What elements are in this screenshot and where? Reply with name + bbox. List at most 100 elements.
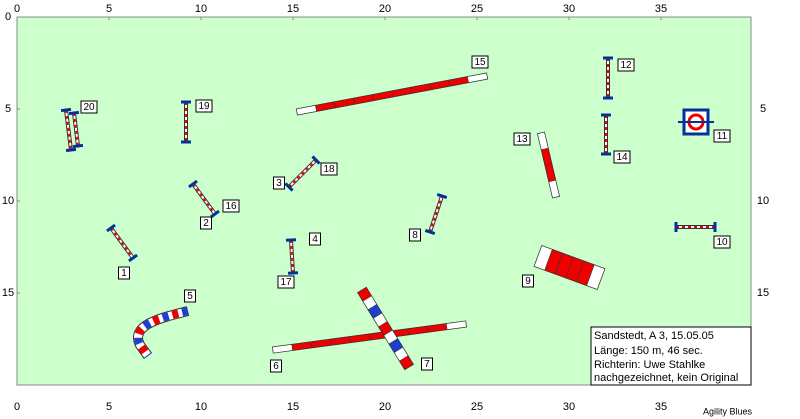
obstacle-number: 14 (616, 152, 628, 163)
jump-wing (188, 179, 198, 189)
x-tick-label: 15 (287, 3, 299, 15)
jump-wing (424, 228, 436, 236)
label-box (80, 100, 98, 114)
plank (357, 286, 414, 371)
jump-wing (60, 107, 72, 113)
plank-segment (548, 179, 560, 199)
footer: Agility Blues (703, 406, 753, 416)
y-tick-label: 5 (5, 103, 11, 115)
y-tick-label: 15 (2, 287, 14, 299)
jump-bar (110, 227, 134, 259)
label-box (713, 235, 731, 249)
obstacle-number: 16 (225, 201, 237, 212)
jump-wing (128, 253, 138, 263)
label-box (118, 266, 130, 280)
label-box (522, 274, 534, 288)
x-tick-label: 10 (195, 401, 207, 413)
label-box (613, 150, 631, 164)
jump-bar (65, 109, 72, 151)
obstacle-number: 8 (412, 230, 418, 241)
y-tick-label: 15 (757, 287, 769, 299)
info-line: Länge: 150 m, 46 sec. (594, 345, 703, 357)
label-box (222, 199, 240, 213)
info-line: Richterin: Uwe Stahlke (594, 359, 705, 371)
jump-bar (192, 183, 216, 215)
x-tick-label: 5 (106, 3, 112, 15)
obstacle-number: 2 (203, 218, 209, 229)
jump-wing (68, 110, 80, 116)
jump-wing (284, 182, 294, 192)
x-tick-label: 30 (563, 401, 575, 413)
jump-wing (210, 209, 220, 219)
plank-segment (446, 320, 467, 330)
x-tick-label: 0 (14, 401, 20, 413)
label-box (617, 58, 635, 72)
x-tick-label: 35 (655, 401, 667, 413)
obstacle-number: 1 (121, 268, 127, 279)
plank-segment (586, 264, 606, 290)
jump-bar (429, 195, 443, 233)
obstacle-number: 5 (187, 291, 193, 302)
plank-segment (399, 355, 414, 370)
label-box (184, 289, 196, 303)
label-box (309, 232, 321, 246)
x-tick-label: 10 (195, 3, 207, 15)
obstacle-number: 19 (198, 101, 210, 112)
plank (272, 320, 467, 354)
plank-segment (467, 72, 488, 83)
label-box (270, 359, 282, 373)
x-tick-label: 30 (563, 3, 575, 15)
obstacle-number: 4 (312, 234, 318, 245)
obstacle-number: 9 (525, 276, 531, 287)
plank (295, 72, 489, 116)
obstacle-number: 11 (717, 131, 728, 142)
obstacle-number: 20 (83, 102, 95, 113)
jump-wing (106, 223, 116, 233)
y-tick-label: 0 (5, 11, 11, 23)
jump-wing (287, 271, 299, 275)
obstacle-number: 7 (424, 359, 430, 370)
label-box (195, 99, 213, 113)
tunnel (134, 307, 189, 359)
y-tick-label: 10 (2, 195, 14, 207)
obstacle-number: 6 (273, 361, 279, 372)
label-box (277, 275, 295, 289)
x-tick-label: 0 (14, 3, 20, 15)
y-tick-label: 5 (760, 103, 766, 115)
x-tick-label: 15 (287, 401, 299, 413)
jump-wing (65, 147, 77, 153)
x-tick-label: 35 (655, 3, 667, 15)
jump-wing (72, 143, 84, 149)
x-tick-label: 25 (471, 401, 483, 413)
label-box (513, 132, 531, 146)
x-tick-label: 20 (379, 3, 391, 15)
x-tick-label: 25 (471, 3, 483, 15)
jump-bar (288, 159, 317, 188)
jump-wing (311, 155, 321, 165)
obstacle-number: 18 (323, 164, 335, 175)
obstacle-number: 17 (280, 277, 292, 288)
label-box (320, 162, 338, 176)
jump-bar (290, 239, 294, 274)
obstacle-number: 3 (276, 178, 282, 189)
jump-bar (73, 112, 79, 147)
label-box (409, 228, 421, 242)
label-box (200, 216, 212, 230)
label-box (713, 129, 731, 143)
obstacle-number: 12 (620, 60, 632, 71)
obstacle-number: 15 (474, 57, 486, 68)
x-tick-label: 20 (379, 401, 391, 413)
label-box (421, 357, 433, 371)
info-line: Sandstedt, A 3, 15.05.05 (594, 330, 714, 342)
label-box (471, 55, 489, 69)
info-box (590, 326, 752, 386)
obstacle-number: 13 (516, 134, 528, 145)
obstacle-number: 10 (716, 237, 728, 248)
obstacles (60, 56, 717, 371)
y-tick-label: 10 (757, 195, 769, 207)
plank (536, 131, 561, 199)
jump-wing (436, 192, 448, 200)
plank (533, 245, 606, 290)
